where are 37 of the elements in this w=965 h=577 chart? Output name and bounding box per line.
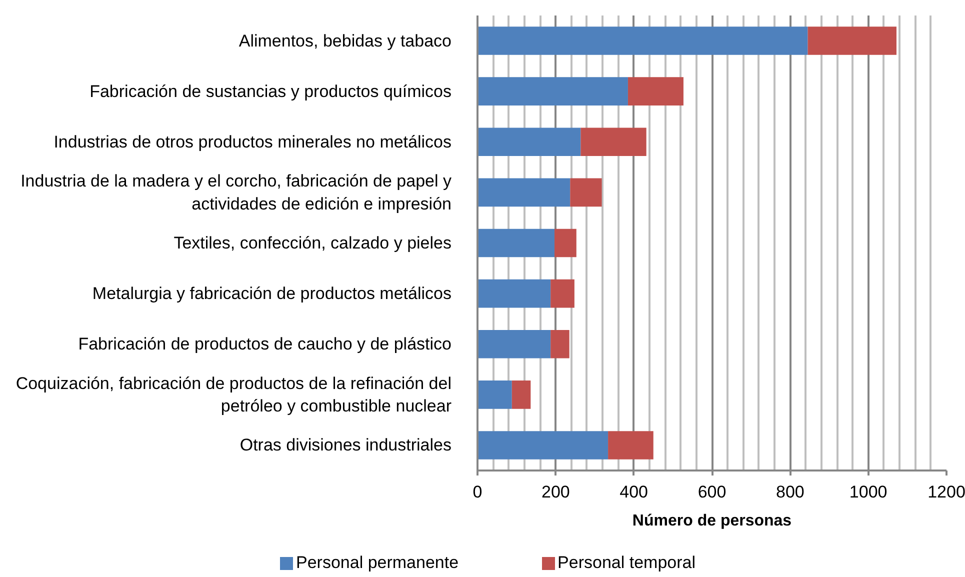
bar <box>628 77 684 106</box>
x-tick-label: 200 <box>541 482 570 502</box>
y-tick-label: Coquización, fabricación de productos de la refinación del petróleo y combustible nuclear <box>16 374 452 416</box>
bar <box>554 228 576 258</box>
y-tick-label: Otras divisiones industriales <box>240 436 452 455</box>
bar <box>478 330 551 358</box>
x-axis-title: Número de personas <box>632 512 792 530</box>
y-tick-label: Industria de la madera y el corcho, fabricación de papel y actividades de edición e impresión <box>20 172 452 214</box>
x-tick-label: 800 <box>776 482 804 502</box>
bar <box>478 77 628 106</box>
bar <box>478 128 581 156</box>
y-tick-label: Alimentos, bebidas y tabaco <box>238 31 452 50</box>
x-tick-label: 400 <box>620 482 648 502</box>
bar <box>580 128 646 156</box>
y-tick-label: Textiles, confección, calzado y pieles <box>174 234 452 252</box>
y-tick-label: Fabricación de productos de caucho y de plástico <box>78 334 452 354</box>
x-tick-label: 1000 <box>849 482 888 502</box>
bar <box>512 380 531 409</box>
y-tick-label: Industrias de otros productos minerales no metálicos <box>54 132 452 152</box>
y-tick-label: Metalurgia y fabricación de productos metálicos <box>92 284 452 304</box>
legend-label: Personal permanente <box>296 552 459 574</box>
bar <box>478 431 608 460</box>
bar <box>550 330 570 358</box>
bar <box>478 228 554 258</box>
y-tick-label: Fabricación de sustancias y productos químicos <box>90 82 452 101</box>
legend-label: Personal temporal <box>558 552 696 574</box>
bar <box>570 178 602 207</box>
bar <box>550 279 574 308</box>
bar <box>808 26 896 55</box>
bar <box>478 178 570 207</box>
bar <box>478 26 808 55</box>
bar <box>608 431 654 460</box>
bar <box>478 380 512 409</box>
x-tick-label: 0 <box>472 482 482 502</box>
x-tick-label: 600 <box>698 482 726 502</box>
bar <box>478 279 551 308</box>
x-tick-label: 1200 <box>928 482 965 502</box>
